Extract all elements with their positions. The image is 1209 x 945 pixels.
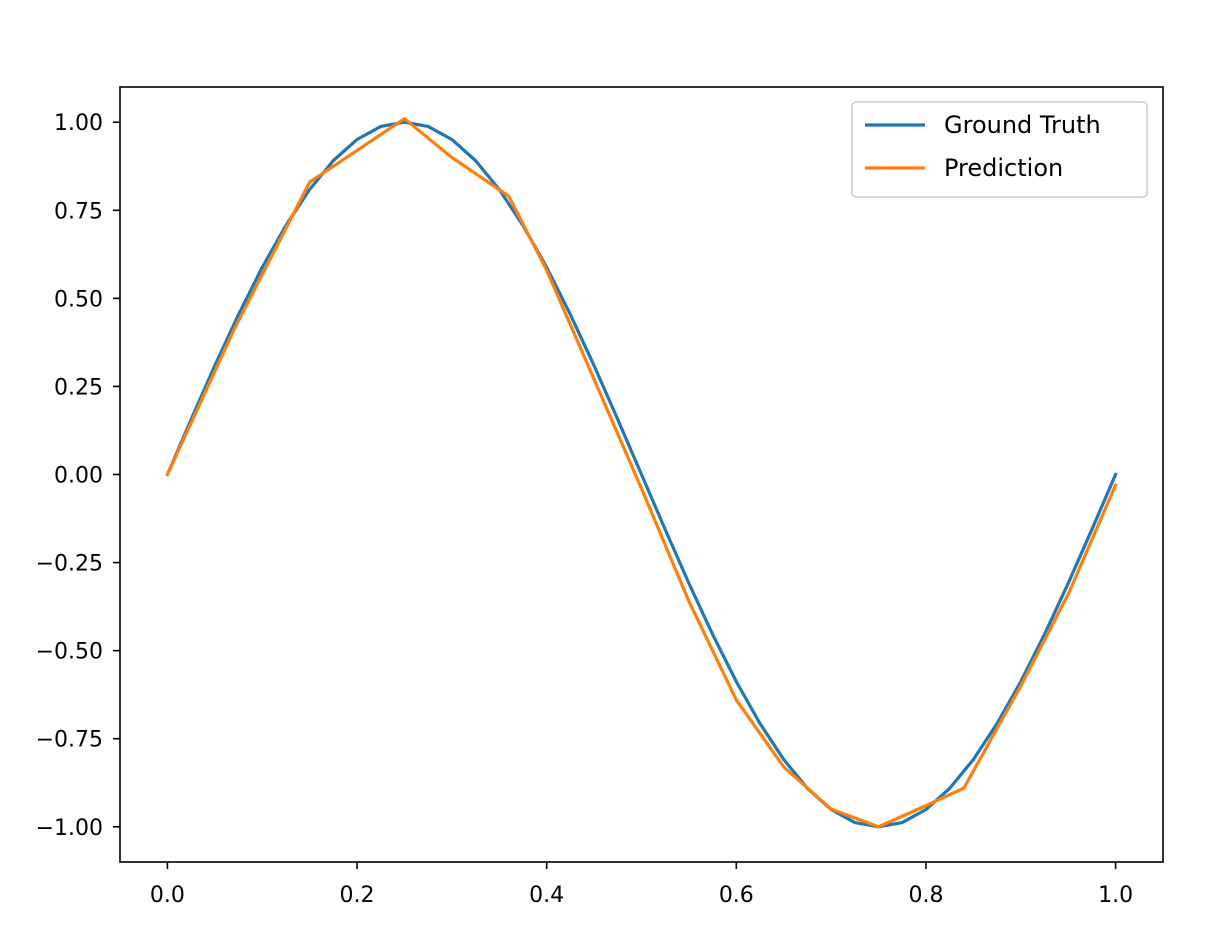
series-layer xyxy=(165,117,1118,829)
y-tick-label: −0.25 xyxy=(36,552,103,577)
y-tick-label: −1.00 xyxy=(36,816,103,841)
y-tick-label: 0.00 xyxy=(54,464,103,489)
x-tick-label: 0.6 xyxy=(719,883,754,908)
legend-label-prediction: Prediction xyxy=(944,154,1063,182)
x-tick-label: 0.0 xyxy=(150,883,185,908)
legend-box xyxy=(851,101,1148,198)
legend-label-ground-truth: Ground Truth xyxy=(944,111,1101,139)
x-tick-label: 0.4 xyxy=(529,883,564,908)
x-axis: 0.0 0.2 0.4 0.6 0.8 1.0 xyxy=(150,862,1133,908)
legend: Ground Truth Prediction xyxy=(851,101,1148,198)
x-tick-label: 0.8 xyxy=(908,883,943,908)
x-tick-label: 1.0 xyxy=(1098,883,1133,908)
y-tick-label: 1.00 xyxy=(54,111,103,136)
x-tick-label: 0.2 xyxy=(340,883,375,908)
series-line-prediction xyxy=(165,117,1118,829)
y-axis: 1.00 0.75 0.50 0.25 0.00 −0.25 −0.50 −0.75 −1.00 xyxy=(36,111,120,841)
y-tick-label: 0.50 xyxy=(54,287,103,312)
y-tick-label: −0.75 xyxy=(36,728,103,753)
y-tick-label: 0.25 xyxy=(54,375,103,400)
y-tick-label: −0.50 xyxy=(36,640,103,665)
y-tick-label: 0.75 xyxy=(54,199,103,224)
